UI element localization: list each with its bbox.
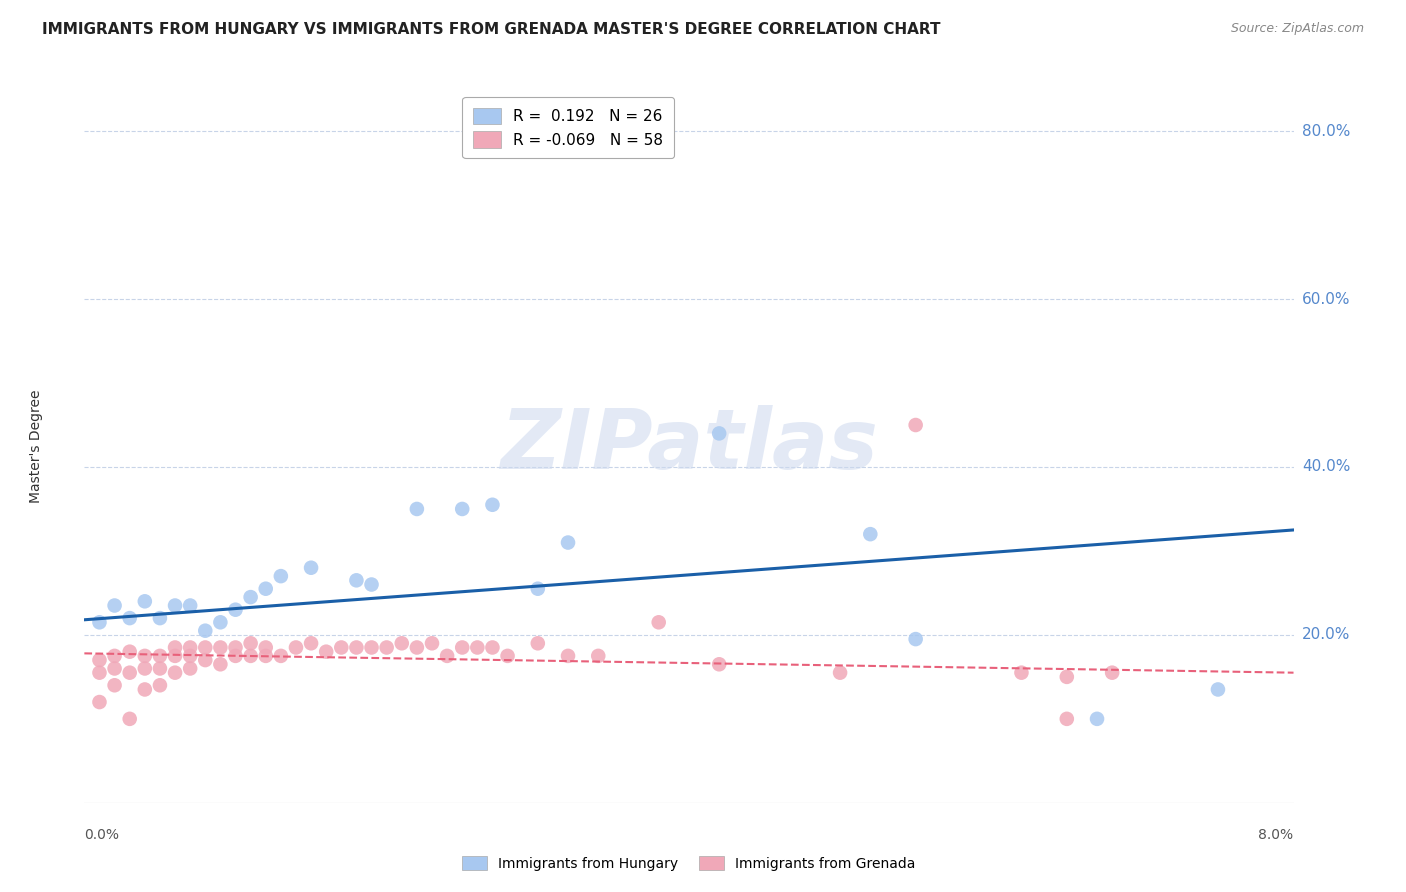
- Point: [179, 661, 201, 675]
- Point: [496, 648, 519, 663]
- Point: [104, 599, 127, 613]
- Point: [134, 661, 156, 675]
- Point: [420, 636, 443, 650]
- Point: [270, 648, 292, 663]
- Text: IMMIGRANTS FROM HUNGARY VS IMMIGRANTS FROM GRENADA MASTER'S DEGREE CORRELATION C: IMMIGRANTS FROM HUNGARY VS IMMIGRANTS FR…: [42, 22, 941, 37]
- Point: [436, 648, 458, 663]
- Point: [179, 599, 201, 613]
- Point: [209, 640, 232, 655]
- Point: [346, 640, 368, 655]
- Point: [179, 648, 201, 663]
- Point: [481, 640, 503, 655]
- Point: [149, 648, 172, 663]
- Point: [299, 636, 322, 650]
- Point: [194, 640, 217, 655]
- Point: [588, 648, 610, 663]
- Point: [467, 640, 489, 655]
- Point: [194, 653, 217, 667]
- Point: [149, 611, 172, 625]
- Text: 40.0%: 40.0%: [1302, 459, 1350, 475]
- Point: [165, 599, 187, 613]
- Point: [391, 636, 413, 650]
- Text: 8.0%: 8.0%: [1258, 828, 1294, 842]
- Point: [165, 665, 187, 680]
- Point: [254, 640, 277, 655]
- Text: 60.0%: 60.0%: [1302, 292, 1350, 307]
- Point: [118, 665, 141, 680]
- Point: [225, 648, 247, 663]
- Point: [104, 648, 127, 663]
- Point: [270, 569, 292, 583]
- Point: [179, 640, 201, 655]
- Point: [149, 678, 172, 692]
- Point: [315, 645, 337, 659]
- Point: [209, 657, 232, 672]
- Point: [527, 636, 550, 650]
- Point: [406, 502, 429, 516]
- Point: [375, 640, 398, 655]
- Point: [134, 682, 156, 697]
- Point: [239, 590, 262, 604]
- Point: [330, 640, 353, 655]
- Point: [89, 695, 111, 709]
- Point: [165, 648, 187, 663]
- Point: [1206, 682, 1229, 697]
- Point: [89, 653, 111, 667]
- Point: [239, 648, 262, 663]
- Point: [165, 640, 187, 655]
- Point: [254, 648, 277, 663]
- Text: Source: ZipAtlas.com: Source: ZipAtlas.com: [1230, 22, 1364, 36]
- Point: [104, 661, 127, 675]
- Point: [709, 657, 731, 672]
- Point: [647, 615, 671, 630]
- Point: [830, 665, 852, 680]
- Point: [239, 636, 262, 650]
- Point: [89, 615, 111, 630]
- Point: [346, 574, 368, 588]
- Point: [284, 640, 308, 655]
- Point: [859, 527, 882, 541]
- Point: [527, 582, 550, 596]
- Point: [904, 632, 927, 646]
- Point: [709, 426, 731, 441]
- Point: [134, 594, 156, 608]
- Text: Master's Degree: Master's Degree: [30, 389, 44, 503]
- Point: [225, 640, 247, 655]
- Point: [89, 665, 111, 680]
- Text: ZIPatlas: ZIPatlas: [501, 406, 877, 486]
- Point: [1056, 712, 1078, 726]
- Point: [481, 498, 503, 512]
- Point: [1085, 712, 1108, 726]
- Point: [194, 624, 217, 638]
- Text: 0.0%: 0.0%: [84, 828, 120, 842]
- Point: [1011, 665, 1033, 680]
- Point: [118, 611, 141, 625]
- Point: [904, 417, 927, 432]
- Point: [254, 582, 277, 596]
- Point: [225, 603, 247, 617]
- Point: [118, 712, 141, 726]
- Legend: R =  0.192   N = 26, R = -0.069   N = 58: R = 0.192 N = 26, R = -0.069 N = 58: [463, 97, 673, 159]
- Text: 80.0%: 80.0%: [1302, 124, 1350, 138]
- Point: [406, 640, 429, 655]
- Point: [1101, 665, 1123, 680]
- Point: [104, 678, 127, 692]
- Point: [149, 661, 172, 675]
- Point: [118, 645, 141, 659]
- Point: [557, 535, 579, 549]
- Point: [451, 640, 474, 655]
- Point: [557, 648, 579, 663]
- Point: [360, 640, 382, 655]
- Point: [209, 615, 232, 630]
- Point: [1056, 670, 1078, 684]
- Point: [451, 502, 474, 516]
- Point: [134, 648, 156, 663]
- Point: [299, 560, 322, 574]
- Point: [360, 577, 382, 591]
- Text: 20.0%: 20.0%: [1302, 627, 1350, 642]
- Legend: Immigrants from Hungary, Immigrants from Grenada: Immigrants from Hungary, Immigrants from…: [457, 850, 921, 876]
